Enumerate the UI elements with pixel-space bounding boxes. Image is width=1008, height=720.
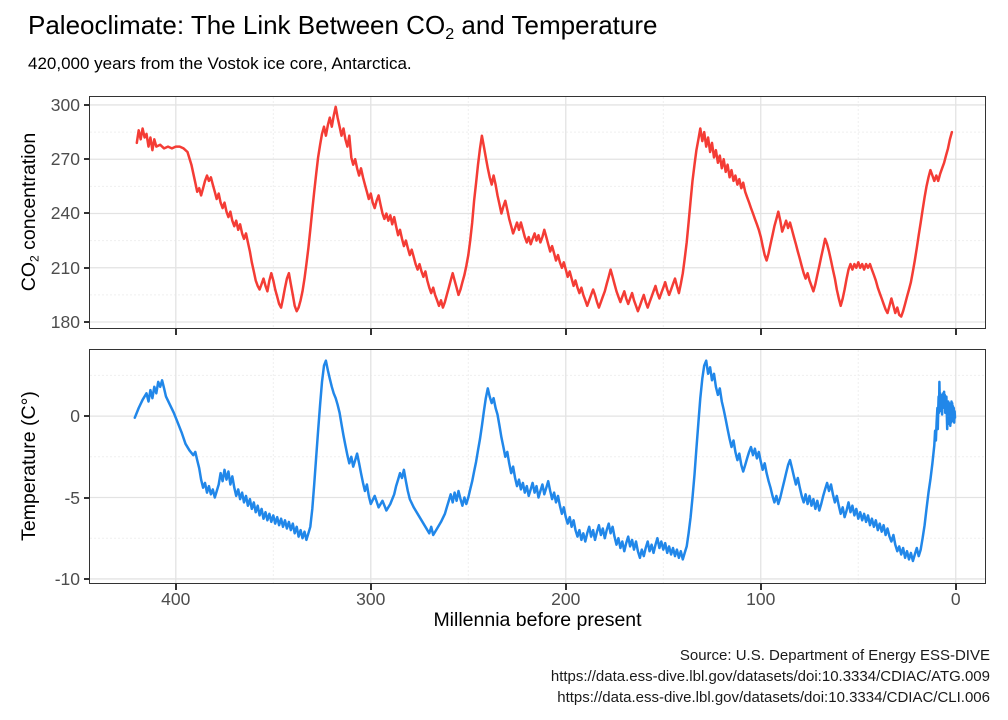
axis-tick	[369, 584, 372, 590]
caption-line-source: Source: U.S. Department of Energy ESS-DI…	[679, 647, 990, 664]
x-tick-label: 400	[161, 589, 191, 609]
axis-tick	[759, 329, 762, 335]
caption-line-url-1: https://data.ess-dive.lbl.gov/datasets/d…	[550, 668, 990, 685]
temperature-line	[133, 359, 957, 563]
temperature-panel	[89, 349, 986, 584]
y-tick-label: 300	[50, 94, 80, 115]
caption: Source: U.S. Department of Energy ESS-DI…	[551, 645, 990, 708]
plot-title: Paleoclimate: The Link Between CO2 and T…	[28, 10, 657, 44]
axis-tick	[84, 496, 90, 499]
axis-tick	[954, 329, 957, 335]
co2-line	[135, 105, 954, 318]
plot-title-text: Paleoclimate: The Link Between CO	[28, 10, 446, 40]
axis-tick	[759, 584, 762, 590]
y-tick-label: -10	[54, 568, 80, 589]
x-tick-label: 100	[746, 589, 776, 609]
axis-tick	[174, 329, 177, 335]
axis-tick	[954, 584, 957, 590]
axis-tick	[369, 329, 372, 335]
axis-tick	[174, 584, 177, 590]
axis-tick	[84, 212, 90, 215]
axis-tick	[84, 415, 90, 418]
axis-tick	[84, 577, 90, 580]
caption-line-url-2: https://data.ess-dive.lbl.gov/datasets/d…	[557, 689, 990, 706]
axis-tick	[84, 266, 90, 269]
axis-tick	[564, 584, 567, 590]
y-tick-label: -5	[64, 487, 80, 508]
co2-subscript: 2	[445, 24, 455, 43]
temperature-line-chart	[90, 350, 985, 583]
axis-tick	[84, 158, 90, 161]
axis-tick	[84, 103, 90, 106]
plot-subtitle: 420,000 years from the Vostok ice core, …	[28, 54, 412, 73]
co2-line-chart	[90, 97, 985, 328]
y-tick-label: 240	[50, 203, 80, 224]
x-tick-label: 200	[551, 589, 581, 609]
y-tick-label: 180	[50, 312, 80, 333]
plot-title-text-end: and Temperature	[454, 10, 658, 40]
x-tick-label: 300	[356, 589, 386, 609]
axis-tick	[564, 329, 567, 335]
y-tick-label: 210	[50, 257, 80, 278]
co2-panel	[89, 96, 986, 329]
x-tick-label: 0	[950, 589, 961, 609]
y-tick-label: 270	[50, 149, 80, 170]
x-axis-title: Millennia before present	[433, 609, 642, 631]
axis-tick	[84, 321, 90, 324]
y-tick-label: 0	[70, 406, 80, 427]
